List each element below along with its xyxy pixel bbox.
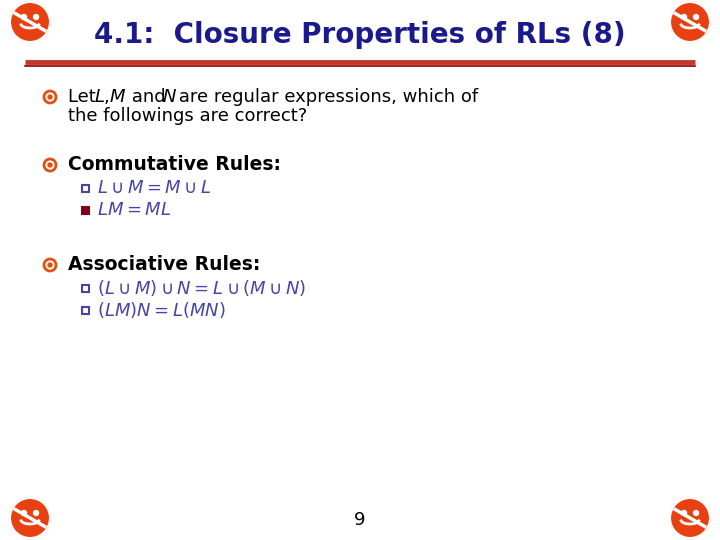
Bar xyxy=(81,185,89,192)
Bar xyxy=(81,206,89,213)
Circle shape xyxy=(682,15,686,19)
Text: 9: 9 xyxy=(354,511,366,529)
Circle shape xyxy=(34,510,38,516)
Text: Associative Rules:: Associative Rules: xyxy=(68,255,261,274)
Bar xyxy=(81,307,89,314)
Bar xyxy=(81,285,89,292)
Circle shape xyxy=(48,263,52,267)
Circle shape xyxy=(670,2,710,42)
Text: and: and xyxy=(126,88,171,106)
Text: $L \cup M = M \cup L$: $L \cup M = M \cup L$ xyxy=(97,179,212,197)
Circle shape xyxy=(22,15,27,19)
Text: $(LM)N = L(MN)$: $(LM)N = L(MN)$ xyxy=(97,300,225,320)
Circle shape xyxy=(670,498,710,538)
Text: Let: Let xyxy=(68,88,102,106)
Circle shape xyxy=(10,498,50,538)
Circle shape xyxy=(22,510,27,516)
Circle shape xyxy=(693,15,698,19)
Circle shape xyxy=(48,95,52,99)
Text: the followings are correct?: the followings are correct? xyxy=(68,107,307,125)
Text: N: N xyxy=(163,88,176,106)
Text: Commutative Rules:: Commutative Rules: xyxy=(68,156,281,174)
Text: $LM = ML$: $LM = ML$ xyxy=(97,201,171,219)
Circle shape xyxy=(34,15,38,19)
Circle shape xyxy=(48,163,52,167)
Text: 4.1:  Closure Properties of RLs (8): 4.1: Closure Properties of RLs (8) xyxy=(94,21,626,49)
Text: are regular expressions, which of: are regular expressions, which of xyxy=(173,88,478,106)
Text: L: L xyxy=(95,88,105,106)
Text: $(L \cup M) \cup N = L \cup (M \cup N)$: $(L \cup M) \cup N = L \cup (M \cup N)$ xyxy=(97,278,307,298)
Circle shape xyxy=(10,2,50,42)
Text: M: M xyxy=(110,88,125,106)
Circle shape xyxy=(682,510,686,516)
Circle shape xyxy=(693,510,698,516)
Text: ,: , xyxy=(104,88,109,106)
